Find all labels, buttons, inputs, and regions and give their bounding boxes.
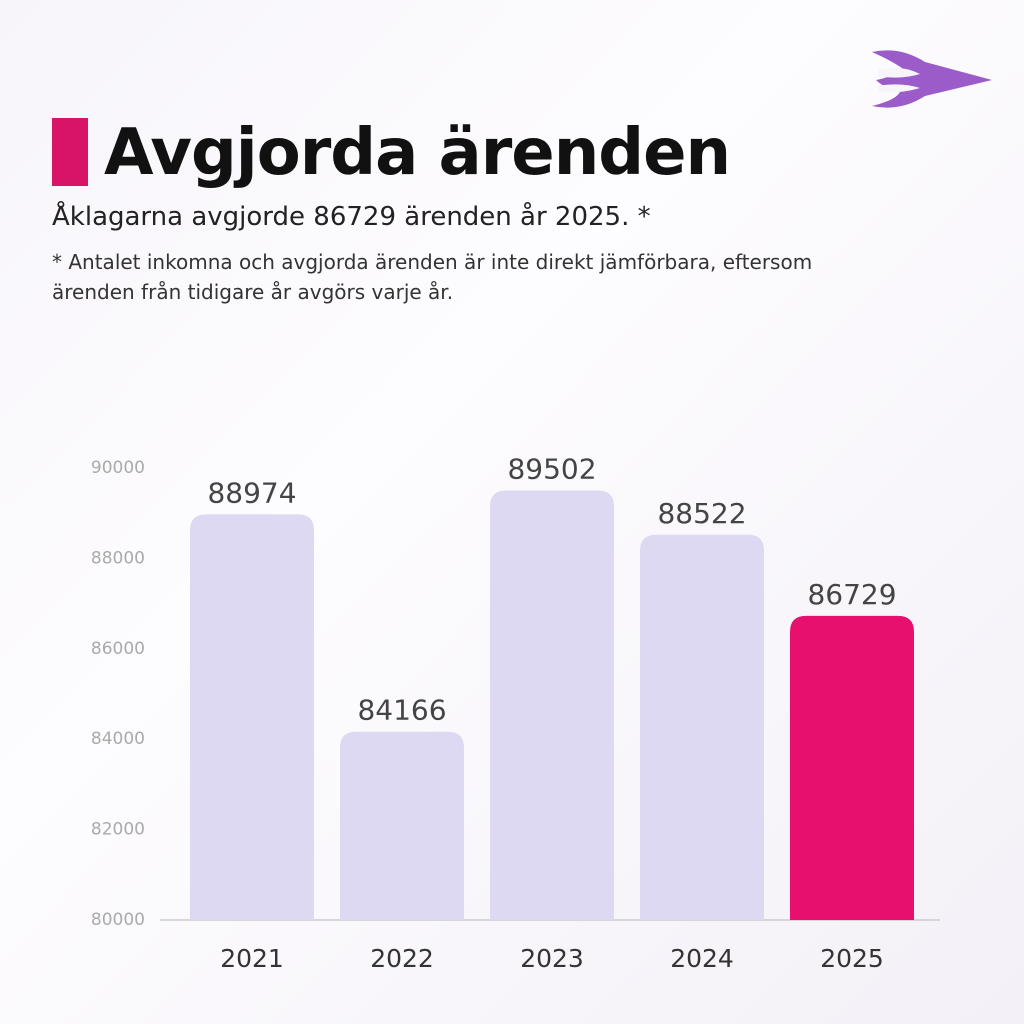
- x-tick-label: 2024: [670, 944, 734, 973]
- bar: [340, 731, 464, 920]
- y-tick-label: 80000: [91, 910, 145, 930]
- value-label: 84166: [357, 694, 446, 727]
- x-tick-label: 2025: [820, 944, 884, 973]
- logo: [872, 50, 992, 108]
- y-tick-label: 88000: [91, 548, 145, 568]
- bar: [640, 534, 764, 920]
- x-tick-label: 2022: [370, 944, 434, 973]
- y-tick-label: 84000: [91, 729, 145, 749]
- y-tick-label: 86000: [91, 639, 145, 659]
- value-label: 88974: [207, 476, 296, 509]
- chart-title: Avgjorda ärenden: [104, 116, 731, 190]
- bar: [790, 615, 914, 920]
- x-tick-label: 2021: [220, 944, 284, 973]
- bar: [490, 490, 614, 920]
- x-tick-label: 2023: [520, 944, 584, 973]
- y-tick-label: 90000: [91, 458, 145, 478]
- value-label: 86729: [807, 578, 896, 611]
- y-tick-label: 82000: [91, 820, 145, 840]
- title-accent: [52, 118, 88, 186]
- value-label: 89502: [507, 453, 596, 486]
- value-label: 88522: [657, 497, 746, 530]
- bar: [190, 514, 314, 920]
- chart-subtitle: Åklagarna avgjorde 86729 ärenden år 2025…: [52, 202, 651, 232]
- chart-note: * Antalet inkomna och avgjorda ärenden ä…: [52, 250, 813, 304]
